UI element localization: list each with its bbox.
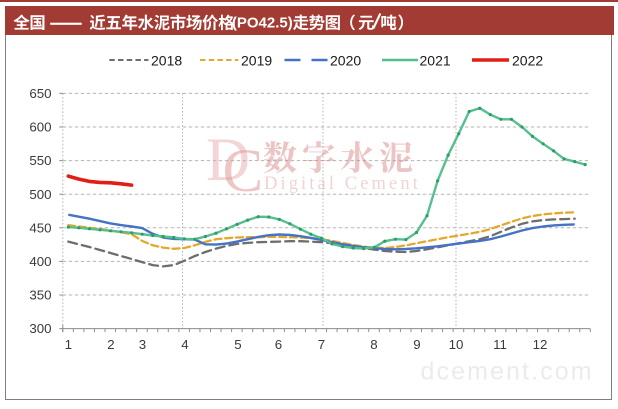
svg-text:D: D xyxy=(206,127,250,194)
svg-text:6: 6 xyxy=(275,337,282,352)
svg-text:650: 650 xyxy=(29,86,51,101)
svg-text:300: 300 xyxy=(29,321,51,336)
svg-text:2: 2 xyxy=(107,337,114,352)
svg-text:500: 500 xyxy=(29,187,51,202)
svg-text:7: 7 xyxy=(318,337,325,352)
svg-text:(PO42.5): (PO42.5) xyxy=(232,15,293,32)
svg-text:2019: 2019 xyxy=(241,52,272,68)
svg-text:450: 450 xyxy=(29,220,51,235)
svg-text:1: 1 xyxy=(65,337,72,352)
svg-text:10: 10 xyxy=(449,337,464,352)
svg-text:350: 350 xyxy=(29,288,51,303)
svg-text:C: C xyxy=(223,138,264,205)
svg-text:550: 550 xyxy=(29,153,51,168)
svg-text:9: 9 xyxy=(413,337,420,352)
svg-text:8: 8 xyxy=(370,337,377,352)
svg-text:4: 4 xyxy=(181,337,188,352)
svg-text:Digital Cement: Digital Cement xyxy=(264,174,421,194)
svg-text:dcement.com: dcement.com xyxy=(421,358,594,386)
svg-text:3: 3 xyxy=(139,337,146,352)
svg-text:2022: 2022 xyxy=(512,52,543,68)
svg-text:2018: 2018 xyxy=(151,52,182,68)
svg-text:12: 12 xyxy=(533,337,548,352)
svg-text:5: 5 xyxy=(234,337,241,352)
svg-text:11: 11 xyxy=(493,337,507,352)
svg-text:400: 400 xyxy=(29,254,51,269)
svg-text:2021: 2021 xyxy=(420,52,451,68)
svg-text:600: 600 xyxy=(29,120,51,135)
svg-text:2020: 2020 xyxy=(330,52,361,68)
